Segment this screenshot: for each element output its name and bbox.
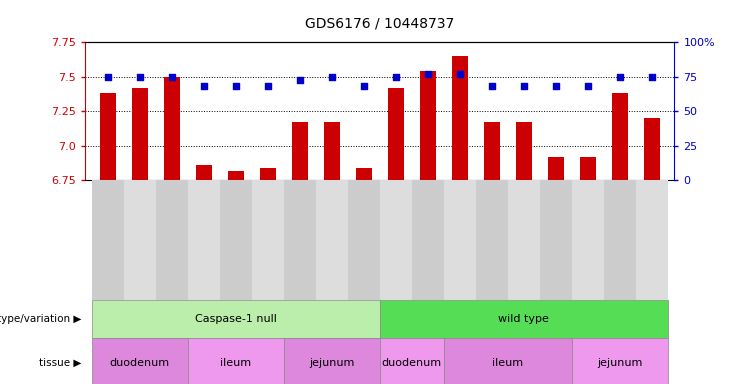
Bar: [644, 118, 660, 180]
Text: wild type: wild type: [499, 314, 549, 324]
Point: [262, 83, 273, 89]
Bar: [356, 168, 372, 180]
Point: [614, 74, 626, 80]
Text: tissue ▶: tissue ▶: [39, 358, 82, 368]
Bar: [132, 88, 147, 180]
Text: ileum: ileum: [220, 358, 251, 368]
Bar: [548, 157, 564, 180]
Bar: [196, 165, 212, 180]
Point: [550, 83, 562, 89]
Point: [293, 76, 305, 83]
Point: [326, 74, 338, 80]
Point: [358, 83, 370, 89]
Bar: [292, 122, 308, 180]
Text: GDS6176 / 10448737: GDS6176 / 10448737: [305, 17, 454, 31]
Text: duodenum: duodenum: [382, 358, 442, 368]
Point: [166, 74, 178, 80]
Text: duodenum: duodenum: [110, 358, 170, 368]
Point: [486, 83, 498, 89]
Point: [230, 83, 242, 89]
Bar: [259, 168, 276, 180]
Text: jejunum: jejunum: [597, 358, 642, 368]
Point: [454, 71, 466, 77]
Point: [390, 74, 402, 80]
Bar: [452, 56, 468, 180]
Point: [646, 74, 658, 80]
Point: [422, 71, 433, 77]
Bar: [227, 171, 244, 180]
Text: genotype/variation ▶: genotype/variation ▶: [0, 314, 82, 324]
Bar: [324, 122, 339, 180]
Text: jejunum: jejunum: [309, 358, 354, 368]
Bar: [612, 93, 628, 180]
Bar: [516, 122, 532, 180]
Point: [582, 83, 594, 89]
Bar: [484, 122, 500, 180]
Point: [102, 74, 113, 80]
Point: [133, 74, 145, 80]
Text: Caspase-1 null: Caspase-1 null: [195, 314, 276, 324]
Bar: [99, 93, 116, 180]
Bar: [580, 157, 596, 180]
Point: [198, 83, 210, 89]
Bar: [420, 71, 436, 180]
Bar: [388, 88, 404, 180]
Bar: [164, 77, 179, 180]
Text: ileum: ileum: [492, 358, 523, 368]
Point: [518, 83, 530, 89]
